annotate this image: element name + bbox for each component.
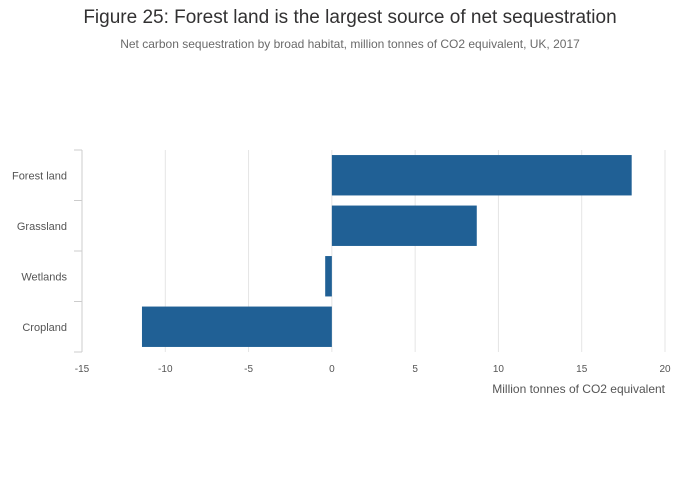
x-axis-label: Million tonnes of CO2 equivalent — [492, 382, 665, 396]
chart-title: Figure 25: Forest land is the largest so… — [83, 7, 617, 28]
x-tick-label: -5 — [244, 364, 253, 375]
x-tick-label: 20 — [659, 364, 671, 375]
bar-forest-land — [331, 155, 632, 196]
category-label: Forest land — [12, 170, 67, 182]
x-tick-label: -10 — [158, 364, 173, 375]
x-tick-label: 5 — [412, 364, 418, 375]
bars — [141, 155, 632, 347]
x-tick-label: 15 — [576, 364, 588, 375]
chart-subtitle: Net carbon sequestration by broad habita… — [120, 37, 580, 51]
x-axis-ticks: -15 -10 -5 0 5 10 15 20 — [75, 364, 671, 375]
y-axis: Forest land Grassland Wetlands Cropland — [12, 149, 83, 353]
category-label: Wetlands — [21, 271, 67, 283]
x-tick-label: -15 — [75, 364, 90, 375]
x-tick-label: 10 — [493, 364, 505, 375]
x-tick-label: 0 — [329, 364, 335, 375]
bar-grassland — [331, 205, 477, 246]
category-label: Cropland — [22, 322, 67, 334]
bar-cropland — [141, 306, 332, 347]
bar-wetlands — [325, 256, 332, 297]
category-label: Grassland — [17, 221, 67, 233]
